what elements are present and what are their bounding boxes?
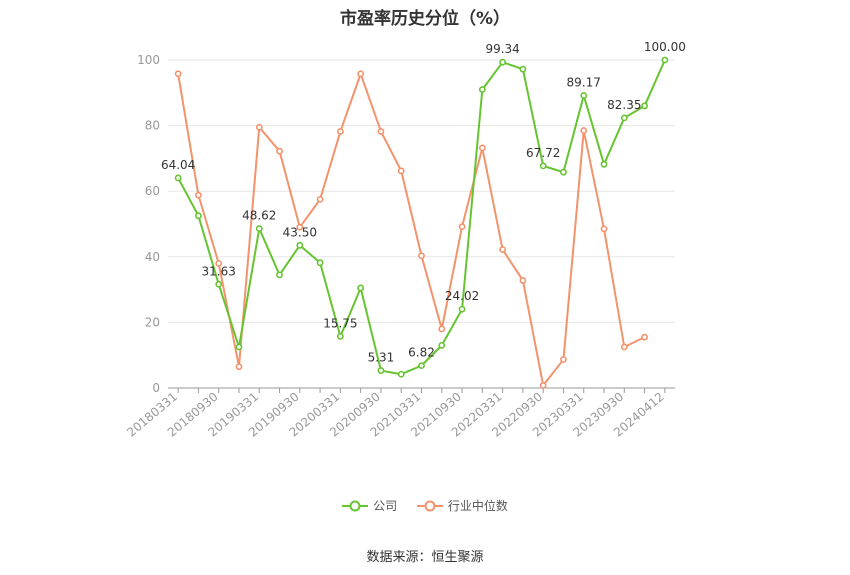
- industry-point: [499, 246, 507, 253]
- industry-point: [438, 325, 446, 333]
- industry-point: [418, 252, 425, 260]
- industry-point: [620, 343, 628, 351]
- company-data-label: 99.34: [485, 42, 519, 56]
- industry-point: [539, 381, 547, 389]
- legend-company-label: 公司: [373, 499, 398, 513]
- company-point: [377, 367, 385, 374]
- y-tick-label: 80: [145, 119, 160, 133]
- company-point: [478, 86, 486, 93]
- industry-point: [397, 167, 405, 175]
- industry-point: [255, 123, 263, 131]
- company-point: [539, 162, 547, 170]
- y-tick-label: 40: [145, 250, 160, 264]
- company-data-label: 6.82: [408, 346, 435, 360]
- company-data-label: 48.62: [242, 209, 276, 223]
- company-data-label: 64.04: [161, 158, 195, 172]
- company-point: [519, 65, 527, 73]
- industry-point: [478, 144, 486, 152]
- industry-point: [174, 70, 182, 78]
- legend-industry-swatch-icon: [416, 500, 443, 511]
- company-point: [255, 225, 263, 232]
- y-tick-label: 100: [137, 53, 160, 67]
- data-labels: 64.04 31.63 48.62 43.50 15.75 5.31 6.82 24.02 99…: [161, 40, 686, 365]
- company-data-label: 100.00: [644, 40, 686, 54]
- legend-item-company[interactable]: 公司: [342, 497, 397, 514]
- company-point: [397, 370, 405, 378]
- company-point: [235, 343, 243, 351]
- industry-point: [600, 225, 608, 233]
- company-point: [458, 305, 466, 313]
- industry-point: [316, 195, 324, 203]
- y-tick-label: 20: [145, 315, 160, 329]
- industry-point: [458, 223, 466, 231]
- company-point: [620, 114, 628, 122]
- series-industry: [174, 70, 648, 389]
- industry-point: [519, 277, 527, 284]
- company-point: [276, 271, 283, 279]
- company-point: [499, 58, 507, 66]
- y-tick-label: 60: [145, 184, 160, 198]
- company-data-label: 5.31: [368, 351, 395, 365]
- legend-industry-label: 行业中位数: [447, 499, 508, 513]
- company-point: [316, 259, 324, 267]
- company-data-label: 82.35: [607, 98, 641, 112]
- company-data-label: 67.72: [526, 146, 560, 160]
- company-point: [215, 280, 223, 288]
- data-source: 数据来源：恒生聚源: [366, 550, 484, 565]
- industry-point: [357, 70, 365, 78]
- industry-point: [560, 356, 567, 363]
- company-data-label: 15.75: [323, 316, 357, 330]
- line-chart: 0 20 40 60 80 100 201803312018093020190331201…: [124, 40, 686, 440]
- x-axis: 2018033120180930201903312019093020200331…: [124, 387, 675, 440]
- company-data-label: 24.02: [445, 289, 479, 303]
- company-point: [600, 160, 608, 168]
- company-data-label: 31.63: [202, 264, 236, 278]
- company-data-label: 89.17: [567, 76, 601, 90]
- industry-point: [580, 127, 588, 134]
- company-point: [438, 341, 446, 349]
- chart-title: 市盈率历史分位（%）: [339, 9, 511, 29]
- industry-point: [641, 333, 648, 341]
- industry-point: [296, 223, 304, 231]
- series-company: [174, 56, 669, 378]
- legend-item-industry[interactable]: 行业中位数: [416, 497, 508, 514]
- company-point: [641, 102, 648, 110]
- legend-company-swatch-icon: [342, 500, 369, 511]
- company-point: [296, 241, 304, 249]
- company-point: [580, 92, 588, 99]
- industry-point: [235, 363, 243, 371]
- company-point: [661, 56, 669, 64]
- industry-line: [177, 72, 646, 387]
- company-data-label: 43.50: [283, 225, 317, 239]
- y-tick-label: 0: [152, 381, 160, 395]
- company-point: [560, 168, 567, 176]
- company-point: [357, 284, 365, 292]
- y-axis: 0 20 40 60 80 100: [137, 53, 160, 395]
- legend: 公司 行业中位数: [0, 497, 850, 515]
- industry-point: [276, 147, 283, 155]
- industry-point: [336, 128, 344, 135]
- company-point: [418, 362, 425, 370]
- company-point: [174, 174, 182, 182]
- grid-lines: [168, 59, 675, 323]
- industry-point: [215, 259, 223, 267]
- company-point: [195, 212, 202, 220]
- company-point: [336, 332, 344, 340]
- industry-point: [195, 191, 202, 199]
- industry-point: [377, 128, 385, 135]
